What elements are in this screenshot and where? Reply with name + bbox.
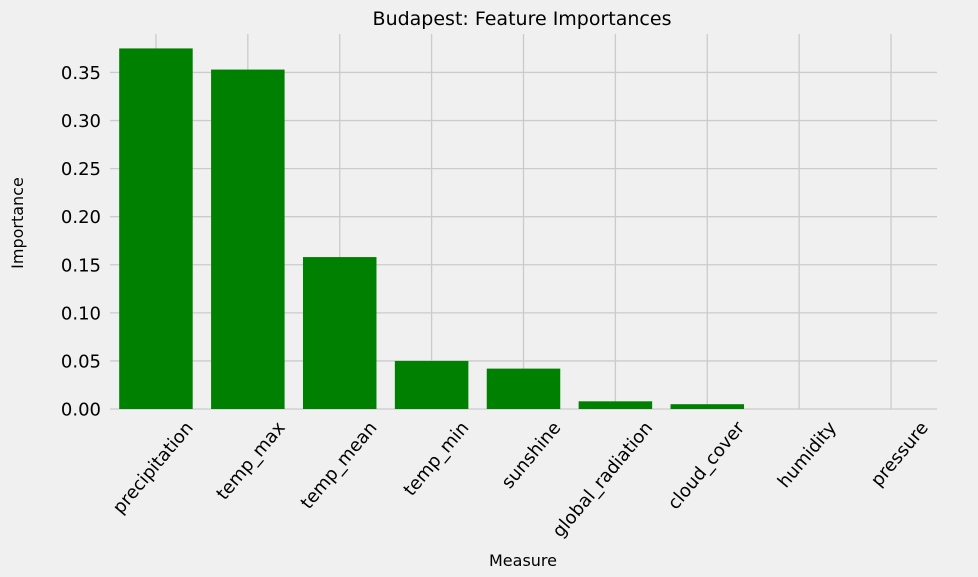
bar-cloud-cover [670, 404, 745, 409]
x-axis-title: Measure [489, 551, 557, 570]
y-tick-label: 0.35 [61, 63, 101, 84]
y-tick-label: 0.20 [61, 207, 101, 228]
x-tick-label: precipitation [109, 418, 198, 518]
y-tick-label: 0.00 [61, 400, 101, 421]
y-tick-label: 0.25 [61, 159, 101, 180]
y-tick-label: 0.15 [61, 255, 101, 276]
bar-precipitation [119, 48, 193, 410]
x-tick-label: temp_max [212, 417, 290, 504]
y-axis-title: Importance [8, 177, 27, 269]
x-axis-ticks: precipitation temp_max temp_mean temp_min su… [109, 417, 933, 541]
y-axis-ticks: 0.00 0.05 0.10 0.15 0.20 0.25 0.30 0.35 [61, 63, 101, 421]
y-tick-label: 0.05 [61, 351, 101, 372]
bar-temp-mean [302, 257, 377, 409]
x-tick-label: global_radiation [548, 418, 657, 542]
bar-temp-min [394, 360, 469, 409]
chart-title: Budapest: Feature Importances [373, 8, 672, 30]
x-tick-label: cloud_cover [664, 417, 750, 514]
x-tick-label: temp_min [399, 418, 473, 500]
y-tick-label: 0.30 [61, 111, 101, 132]
bar-global-radiation [578, 401, 653, 409]
bars [119, 48, 745, 410]
bar-sunshine [486, 368, 561, 409]
x-tick-label: sunshine [498, 418, 566, 493]
x-tick-label: humidity [774, 417, 841, 492]
bar-temp-max [211, 69, 285, 410]
y-tick-label: 0.10 [61, 303, 101, 324]
x-tick-label: temp_mean [297, 418, 382, 514]
x-tick-label: pressure [867, 418, 933, 491]
